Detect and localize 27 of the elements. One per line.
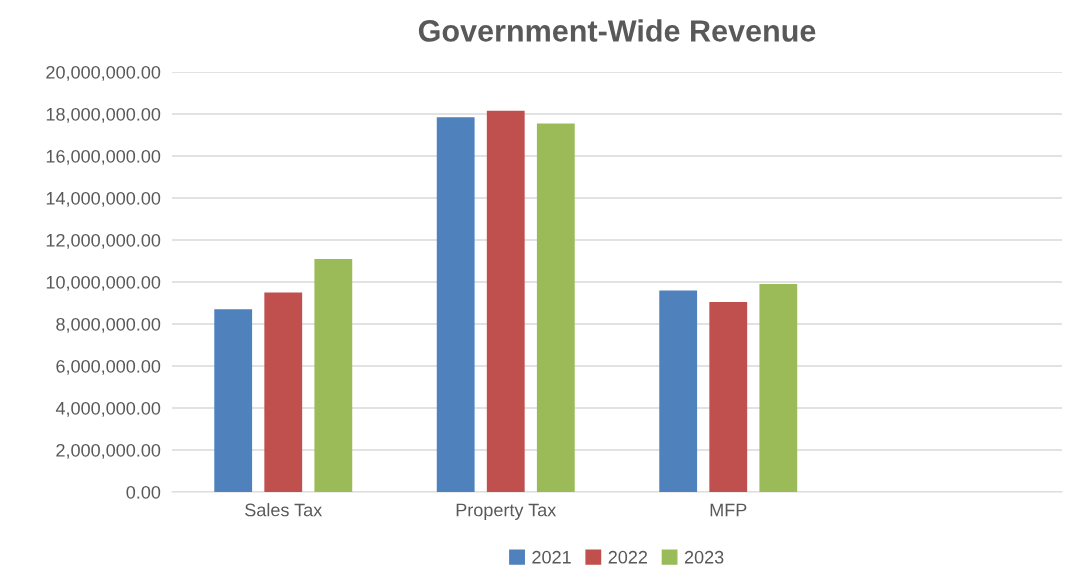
y-tick-label: 16,000,000.00 [46, 149, 161, 165]
bar [659, 290, 698, 492]
bar [314, 258, 353, 492]
legend-label: 2023 [684, 550, 724, 564]
bar [709, 301, 748, 492]
bar [759, 284, 798, 492]
y-tick-label: 4,000,000.00 [55, 401, 161, 417]
y-tick-label: 20,000,000.00 [46, 65, 161, 81]
bar [536, 123, 575, 492]
y-tick-label: 0.00 [126, 485, 161, 499]
bar [264, 292, 303, 492]
y-tick-label: 18,000,000.00 [46, 107, 161, 123]
x-tick-label: Sales Tax [245, 503, 323, 517]
bar [436, 117, 475, 492]
y-tick-label: 8,000,000.00 [56, 317, 161, 333]
y-tick-label: 10,000,000.00 [46, 275, 161, 291]
y-tick-label: 6,000,000.00 [56, 359, 161, 375]
bar [486, 110, 525, 492]
x-tick-label: MFP [710, 503, 747, 517]
y-tick-label: 12,000,000.00 [46, 233, 161, 249]
legend-label: 2021 [532, 550, 571, 564]
y-tick-label: 2,000,000.00 [56, 443, 161, 459]
y-tick-label: 14,000,000.00 [46, 191, 161, 207]
legend-label: 2022 [608, 550, 648, 564]
bar [214, 309, 253, 492]
chart-title: Government-Wide Revenue [418, 19, 816, 42]
x-tick-label: Property Tax [456, 503, 557, 520]
